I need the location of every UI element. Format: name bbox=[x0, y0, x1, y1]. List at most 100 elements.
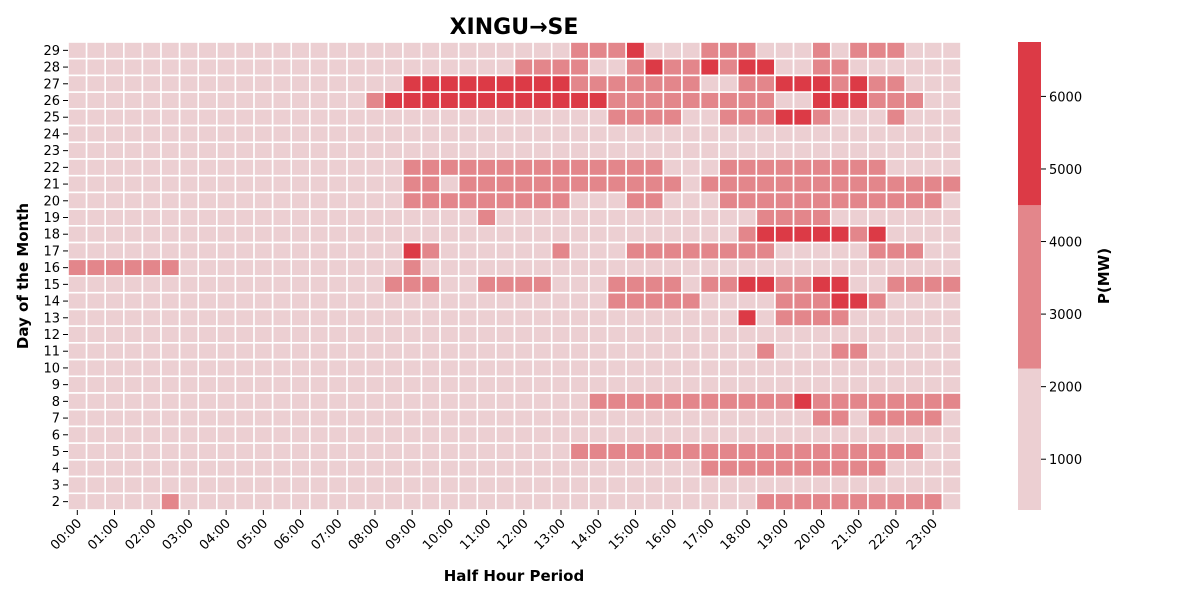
heatmap-cell bbox=[829, 291, 851, 311]
heatmap-cell bbox=[792, 308, 813, 327]
heatmap-cell bbox=[699, 57, 720, 77]
heatmap-cell bbox=[569, 408, 590, 428]
heatmap-cell bbox=[457, 291, 479, 311]
heatmap-cell bbox=[309, 442, 330, 461]
heatmap-cell bbox=[439, 108, 460, 127]
heatmap-cell bbox=[178, 74, 200, 93]
heatmap-cell bbox=[885, 74, 906, 93]
heatmap-cell bbox=[643, 342, 665, 361]
heatmap-cell bbox=[160, 492, 181, 511]
heatmap-cell bbox=[309, 158, 330, 177]
heatmap-cell bbox=[67, 442, 88, 461]
heatmap-cell bbox=[197, 91, 218, 110]
heatmap-cell bbox=[588, 342, 609, 361]
heatmap-cell bbox=[829, 41, 851, 60]
heatmap-cell bbox=[681, 74, 702, 93]
heatmap-cell bbox=[327, 258, 348, 277]
y-tick-label: 8 bbox=[52, 395, 60, 410]
heatmap-cell bbox=[383, 191, 404, 210]
heatmap-cell bbox=[848, 408, 869, 428]
heatmap-cell bbox=[550, 358, 572, 378]
heatmap-cell bbox=[383, 74, 404, 93]
heatmap-cell bbox=[197, 141, 218, 160]
heatmap-cell bbox=[197, 41, 218, 60]
heatmap-cell bbox=[662, 492, 683, 511]
heatmap-cell bbox=[309, 459, 330, 478]
heatmap-cell bbox=[736, 258, 758, 277]
heatmap-cell bbox=[420, 291, 441, 311]
heatmap-cell bbox=[476, 358, 497, 378]
heatmap-cell bbox=[885, 91, 906, 110]
heatmap-cell bbox=[439, 57, 460, 77]
heatmap-cell bbox=[811, 492, 832, 511]
heatmap-cell bbox=[904, 492, 925, 511]
heatmap-cell bbox=[513, 225, 534, 244]
heatmap-cell bbox=[85, 108, 106, 127]
heatmap-cell bbox=[606, 442, 627, 461]
heatmap-cell bbox=[625, 358, 646, 378]
heatmap-cell bbox=[383, 459, 404, 478]
y-tick-label: 21 bbox=[43, 178, 60, 193]
heatmap-cell bbox=[197, 158, 218, 177]
heatmap-cell bbox=[178, 91, 200, 110]
heatmap-cell bbox=[495, 141, 516, 160]
heatmap-cell bbox=[885, 41, 906, 60]
heatmap-cell bbox=[532, 258, 553, 277]
heatmap-cell bbox=[197, 475, 218, 495]
heatmap-cell bbox=[420, 442, 441, 461]
heatmap-cell bbox=[643, 74, 665, 93]
heatmap-cell bbox=[85, 325, 106, 344]
heatmap-cell bbox=[550, 425, 572, 444]
heatmap-cell bbox=[569, 174, 590, 194]
heatmap-cell bbox=[123, 459, 144, 478]
heatmap-cell bbox=[550, 208, 572, 227]
heatmap-cell bbox=[625, 342, 646, 361]
heatmap-cell bbox=[439, 291, 460, 311]
heatmap-cell bbox=[197, 459, 218, 478]
heatmap-cell bbox=[67, 342, 88, 361]
heatmap-cell bbox=[699, 408, 720, 428]
heatmap-cell bbox=[141, 225, 162, 244]
heatmap-cell bbox=[160, 475, 181, 495]
heatmap-cell bbox=[495, 442, 516, 461]
heatmap-cell bbox=[662, 141, 683, 160]
heatmap-cell bbox=[606, 41, 627, 60]
heatmap-cell bbox=[532, 141, 553, 160]
heatmap-cell bbox=[123, 342, 144, 361]
heatmap-cell bbox=[736, 308, 758, 327]
heatmap-cell bbox=[123, 158, 144, 177]
heatmap-cell bbox=[532, 57, 553, 77]
heatmap-cell bbox=[681, 459, 702, 478]
heatmap-cell bbox=[867, 141, 888, 160]
heatmap-cell bbox=[216, 408, 237, 428]
heatmap-cell bbox=[383, 91, 404, 110]
heatmap-cell bbox=[606, 425, 627, 444]
heatmap-cell bbox=[253, 158, 274, 177]
heatmap-cell bbox=[792, 392, 813, 411]
heatmap-cell bbox=[681, 158, 702, 177]
heatmap-cell bbox=[681, 258, 702, 277]
heatmap-cell bbox=[774, 408, 795, 428]
heatmap-cell bbox=[532, 174, 553, 194]
heatmap-cell bbox=[439, 208, 460, 227]
heatmap-cell bbox=[736, 291, 758, 311]
heatmap-cell bbox=[253, 408, 274, 428]
heatmap-cell bbox=[941, 275, 962, 294]
heatmap-cell bbox=[755, 492, 776, 511]
heatmap-cell bbox=[904, 442, 925, 461]
heatmap-cell bbox=[309, 124, 330, 144]
colorbar-tick-label: 1000 bbox=[1049, 453, 1082, 468]
heatmap-cell bbox=[327, 392, 348, 411]
heatmap-cell bbox=[364, 442, 386, 461]
heatmap-cell bbox=[550, 91, 572, 110]
heatmap-cell bbox=[309, 308, 330, 327]
heatmap-cell bbox=[848, 492, 869, 511]
heatmap-cell bbox=[346, 124, 367, 144]
heatmap-cell bbox=[309, 174, 330, 194]
heatmap-cell bbox=[606, 475, 627, 495]
heatmap-cell bbox=[681, 208, 702, 227]
heatmap-cell bbox=[290, 124, 311, 144]
heatmap-cell bbox=[922, 442, 944, 461]
heatmap-cell bbox=[625, 124, 646, 144]
heatmap-cell bbox=[85, 74, 106, 93]
